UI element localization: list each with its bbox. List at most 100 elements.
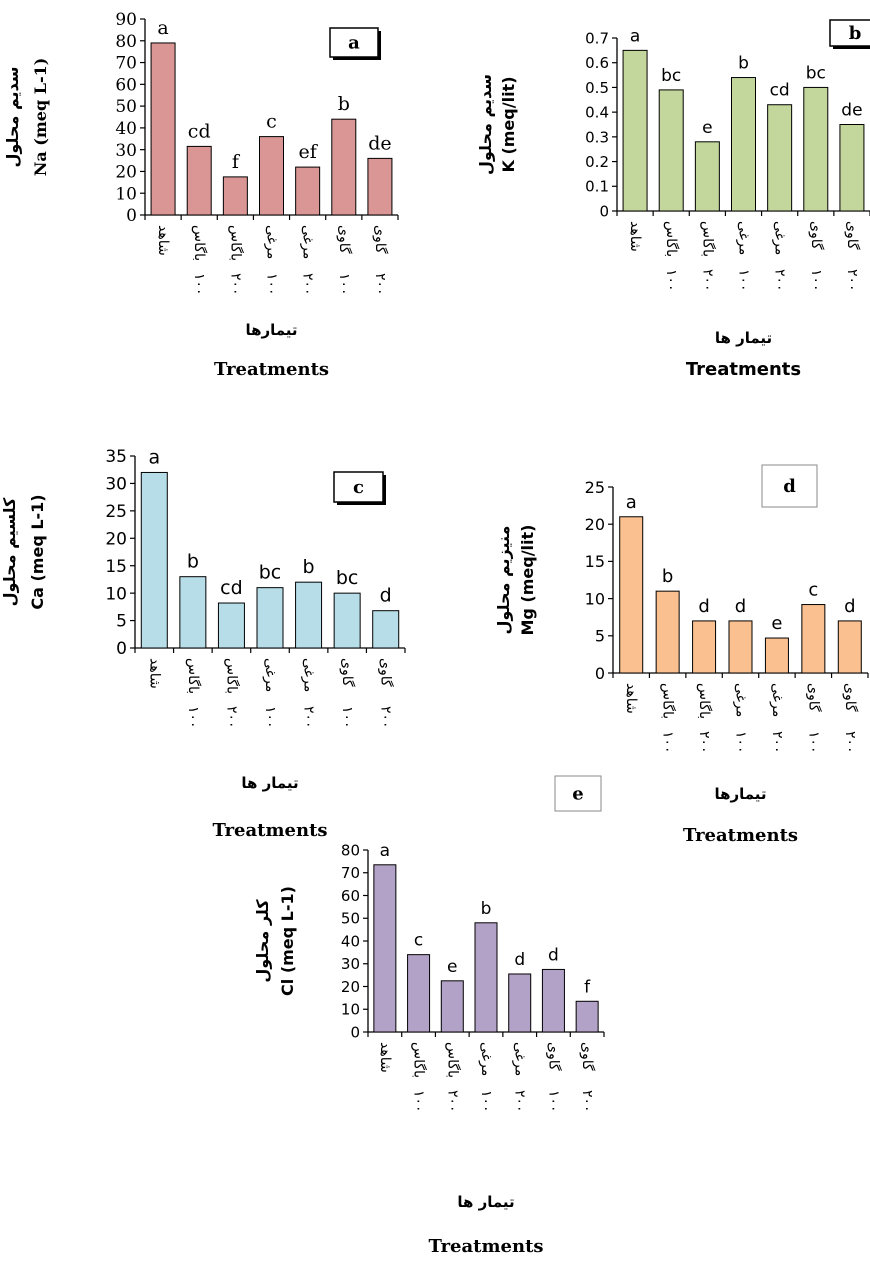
x-category-name: مرغی [772, 221, 788, 255]
x-category-label: گاوی ۲۰۰ [844, 221, 861, 292]
x-category-level: ۱۰۰ [339, 706, 355, 729]
bar [295, 581, 323, 649]
x-category-label: شاهد [146, 658, 162, 689]
x-category-label: گاوی ۱۰۰ [805, 683, 822, 754]
y-tick-label: 15 [585, 552, 605, 571]
x-category-name: مرغی [301, 658, 317, 692]
x-category-label: شاهد [623, 683, 639, 714]
y-tick-label: 10 [585, 589, 605, 608]
x-category-level: ۲۰۰ [696, 731, 712, 754]
bar [658, 89, 684, 212]
bar [333, 592, 361, 649]
panel-letter: e [572, 784, 583, 805]
significance-letter: d [698, 596, 709, 617]
panel-box [829, 19, 870, 47]
x-axis-title-fa: تیمارها [245, 321, 297, 339]
x-category-label: مرغی ۱۰۰ [733, 683, 749, 754]
x-category-level: ۲۰۰ [223, 706, 239, 729]
bar [731, 77, 756, 212]
significance-letter: b [338, 93, 350, 115]
x-category-level: ۱۰۰ [660, 731, 676, 754]
x-category-label: شاهد [377, 1042, 393, 1073]
bar [764, 637, 789, 674]
y-tick-label: 0.3 [585, 128, 609, 146]
bar [217, 602, 245, 649]
bar [373, 864, 397, 1033]
x-category-level: ۲۰۰ [844, 269, 860, 292]
x-category-name: مرغی [478, 1042, 494, 1076]
x-category-name: مرغی [733, 683, 749, 717]
y-tick-label: 40 [115, 119, 137, 139]
bar [619, 516, 644, 674]
x-category-name: گاوی [339, 658, 356, 687]
x-category-level: ۱۰۰ [478, 1090, 494, 1113]
y-axis-title-fa: سدیم محلول [3, 67, 22, 168]
bar [331, 118, 357, 216]
x-axis-title-en: Treatments [212, 820, 327, 841]
y-tick-label: 0 [595, 664, 605, 683]
significance-letter: cd [770, 81, 790, 101]
x-category-level: ۱۰۰ [264, 273, 280, 296]
bar [803, 86, 829, 212]
y-axis-title-fa: سدیم محلول [476, 74, 495, 175]
x-axis-title-fa: تیمار ها [457, 1193, 514, 1211]
panel-box [329, 27, 379, 58]
bar [150, 42, 176, 216]
significance-letter: d [380, 585, 392, 607]
x-category-name: گاوی [579, 1042, 596, 1071]
x-category-name: گاوی [805, 683, 822, 712]
x-category-level: ۱۰۰ [736, 269, 752, 292]
x-category-name: شاهد [155, 225, 171, 256]
y-tick-label: 20 [341, 978, 360, 996]
x-category-level: ۱۰۰ [808, 269, 824, 292]
significance-letter: d [844, 596, 855, 617]
panel-letter: a [348, 33, 360, 54]
x-category-level: ۲۰۰ [769, 731, 785, 754]
y-tick-label: 30 [115, 141, 137, 161]
y-axis-title-en: K (meq/lit) [499, 76, 518, 172]
bar [622, 49, 648, 212]
x-category-label: مرغی ۱۰۰ [264, 225, 280, 296]
significance-letter: b [303, 556, 315, 578]
y-tick-label: 25 [105, 502, 127, 522]
significance-letter: e [447, 957, 457, 977]
y-tick-label: 80 [341, 841, 360, 859]
x-category-name: شاهد [146, 658, 162, 689]
bar [837, 620, 862, 674]
y-tick-label: 10 [341, 1001, 360, 1019]
x-category-name: گاوی [808, 221, 825, 250]
x-category-name: گاوی [842, 683, 859, 712]
x-category-label: گاوی ۱۰۰ [339, 658, 356, 729]
x-category-name: مرغی [300, 225, 316, 259]
bar [179, 576, 207, 649]
y-tick-label: 40 [341, 932, 360, 950]
y-tick-label: 60 [115, 75, 137, 95]
significance-letter: cd [188, 120, 211, 142]
y-tick-label: 5 [116, 612, 127, 632]
panel-box [333, 471, 384, 503]
y-tick-label: 0 [599, 202, 609, 220]
significance-letter: cd [220, 577, 243, 599]
x-category-label: مرغی ۲۰۰ [300, 225, 316, 296]
x-category-label: مرغی ۱۰۰ [736, 221, 752, 292]
significance-letter: b [481, 899, 492, 919]
x-category-name: گاوی [378, 658, 395, 687]
x-category-label: مرغی ۲۰۰ [512, 1042, 528, 1113]
y-tick-label: 10 [105, 584, 127, 604]
x-category-name: باگاس [223, 658, 240, 694]
y-axis-title-en: Na (meq L-1) [31, 58, 50, 177]
x-category-label: گاوی ۲۰۰ [372, 225, 389, 296]
y-tick-label: 30 [105, 475, 127, 495]
x-category-label: مرغی ۲۰۰ [301, 658, 317, 729]
x-category-name: مرغی [769, 683, 785, 717]
x-category-level: ۱۰۰ [733, 731, 749, 754]
x-axis-title-fa: تیمار ها [241, 774, 298, 792]
bar [186, 145, 212, 216]
significance-letter: d [514, 950, 525, 970]
panel-d: 0 5 10 15 20 25 a شاهد b باگاس ۱۰۰ d باگاس ۲۰۰ d مرغی ۱۰… [494, 464, 869, 846]
significance-letter: e [771, 613, 782, 634]
x-axis-title-en: Treatments [428, 1236, 543, 1257]
x-category-label: گاوی ۲۰۰ [579, 1042, 596, 1113]
x-category-level: ۱۰۰ [411, 1090, 427, 1113]
